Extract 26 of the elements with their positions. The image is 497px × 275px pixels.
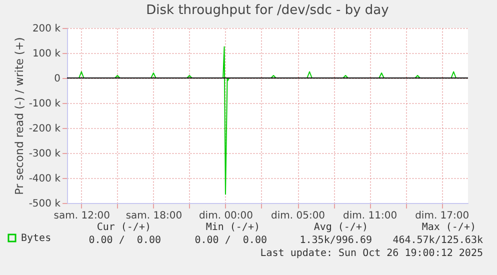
text: Avg (-/+) bbox=[314, 222, 368, 234]
text: Last update: Sun Oct 26 19:00:12 2025 bbox=[260, 248, 483, 260]
text: 464.57k/125.63k bbox=[392, 235, 483, 247]
y-tick-label: -400 k bbox=[28, 174, 61, 184]
x-tick-label: sam. 12:00 bbox=[54, 210, 110, 222]
text: Max (-/+) bbox=[422, 222, 476, 234]
x-tick-label: sam. 18:00 bbox=[126, 210, 182, 222]
text: Min (-/+) bbox=[206, 222, 260, 234]
text: Cur (-/+) bbox=[96, 222, 151, 234]
y-axis-title: Pr second read (-) / write (+) bbox=[12, 37, 26, 195]
y-tick-label: -100 k bbox=[28, 98, 61, 110]
y-tick-label: -300 k bbox=[28, 148, 61, 160]
text: 0.00 / 0.00 bbox=[194, 235, 267, 247]
y-tick-label: -500 k bbox=[28, 198, 61, 210]
x-tick-label: dim. 17:00 bbox=[415, 210, 470, 222]
text: 0.00 / 0.00 bbox=[88, 235, 161, 247]
x-tick-label: dim. 00:00 bbox=[198, 210, 253, 222]
y-tick-label: 100 k bbox=[32, 48, 61, 60]
y-tick-label: -200 k bbox=[28, 124, 61, 134]
x-tick-label: dim. 11:00 bbox=[343, 210, 398, 222]
text: 1.35k/996.69 bbox=[300, 235, 372, 247]
chart-title: Disk throughput for /dev/sdc - by day bbox=[146, 3, 390, 18]
legend-label: Bytes bbox=[21, 233, 52, 244]
y-tick-label: 200 k bbox=[32, 24, 61, 34]
y-tick-label: 0 bbox=[54, 74, 60, 84]
x-tick-label: dim. 05:00 bbox=[270, 210, 326, 222]
